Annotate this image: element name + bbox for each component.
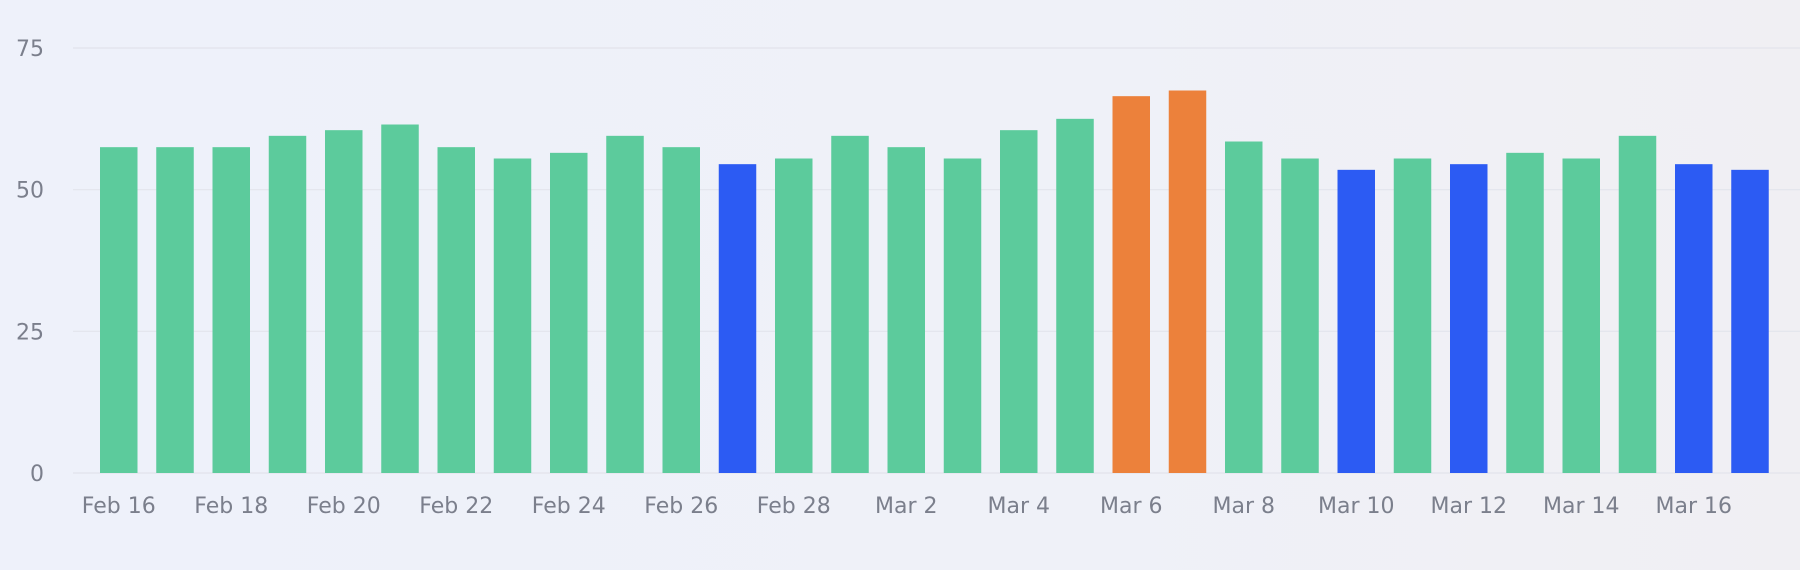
bar-normal — [493, 158, 532, 473]
x-tick-label: Mar 12 — [1431, 494, 1508, 519]
x-tick-label: Mar 4 — [988, 494, 1051, 519]
bar-normal — [943, 158, 982, 473]
x-tick-label: Feb 20 — [307, 494, 381, 519]
bar-high — [1112, 96, 1150, 474]
bar-normal — [1056, 118, 1094, 473]
x-tick-label: Mar 8 — [1213, 494, 1276, 519]
x-tick-label: Mar 10 — [1318, 494, 1395, 519]
x-tick-label: Feb 24 — [532, 494, 606, 519]
bar-normal — [606, 135, 644, 474]
bar-normal — [1000, 130, 1038, 473]
x-tick-label: Feb 26 — [644, 494, 718, 519]
bar-normal — [437, 147, 475, 473]
bar-low — [1675, 164, 1713, 473]
x-tick-label: Feb 28 — [757, 494, 831, 519]
bar-low — [1450, 164, 1488, 473]
x-tick-label: Mar 2 — [875, 494, 938, 519]
bar-low — [718, 164, 757, 473]
bar-normal — [831, 135, 869, 474]
bar-low — [1731, 169, 1769, 474]
x-tick-label: Mar 16 — [1656, 494, 1733, 519]
y-tick-label: 75 — [16, 37, 44, 62]
bar-normal — [662, 147, 700, 473]
bar-normal — [550, 152, 588, 474]
bar-normal — [1393, 158, 1432, 473]
y-tick-label: 0 — [30, 462, 44, 487]
x-tick-label: Feb 18 — [194, 494, 268, 519]
bar-normal — [1618, 135, 1657, 474]
bar-low — [1337, 169, 1375, 474]
y-tick-label: 50 — [16, 179, 44, 204]
bar-high — [1168, 90, 1207, 473]
bar-normal — [1225, 141, 1263, 473]
bar-normal — [268, 135, 307, 474]
y-tick-label: 25 — [16, 320, 44, 345]
x-tick-label: Feb 22 — [419, 494, 493, 519]
bar-normal — [381, 124, 419, 473]
x-tick-label: Mar 6 — [1100, 494, 1163, 519]
bar-normal — [100, 147, 138, 473]
bar-normal — [1562, 158, 1600, 473]
bar-normal — [1281, 158, 1319, 473]
bar-normal — [212, 147, 250, 473]
bar-normal — [156, 147, 194, 473]
x-tick-label: Feb 16 — [82, 494, 156, 519]
bar-normal — [887, 147, 925, 473]
bar-normal — [325, 130, 363, 473]
x-tick-label: Mar 14 — [1543, 494, 1620, 519]
bar-normal — [1506, 152, 1544, 474]
bar-normal — [775, 158, 813, 473]
